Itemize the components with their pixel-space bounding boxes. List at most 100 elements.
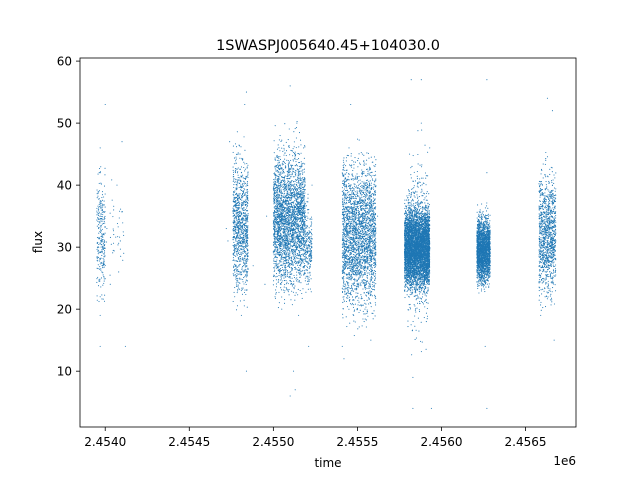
data-point [283, 208, 285, 210]
data-point [244, 258, 246, 260]
data-point [297, 279, 299, 281]
data-point [100, 166, 102, 168]
data-point [292, 224, 294, 226]
data-point [348, 266, 350, 268]
data-point [99, 207, 102, 209]
data-point [242, 281, 244, 283]
data-point [303, 212, 305, 215]
data-point [278, 214, 280, 216]
data-point [299, 290, 301, 292]
data-point [346, 213, 348, 215]
data-point [289, 240, 291, 242]
data-point [288, 166, 290, 168]
data-point [290, 193, 292, 195]
data-point [237, 273, 239, 275]
data-point [246, 195, 248, 197]
data-point [300, 282, 302, 284]
data-point [283, 260, 285, 262]
data-point [349, 322, 351, 324]
data-point [276, 175, 278, 177]
data-point [280, 140, 282, 143]
data-point [303, 168, 306, 170]
data-point [118, 242, 120, 244]
data-point [279, 223, 281, 225]
data-point [246, 289, 248, 291]
data-point [240, 189, 242, 191]
data-point [301, 221, 303, 223]
data-point [302, 210, 304, 212]
data-point [292, 248, 294, 250]
data-point [245, 274, 247, 276]
data-point [300, 166, 302, 168]
data-point [277, 162, 279, 164]
data-point [239, 236, 241, 238]
data-point [304, 217, 306, 219]
data-point [285, 166, 287, 168]
data-point [277, 214, 279, 216]
data-point [278, 238, 280, 240]
data-point [304, 146, 306, 148]
data-point [277, 238, 279, 240]
data-point [278, 198, 280, 200]
data-point [308, 245, 310, 247]
data-point [288, 235, 290, 237]
data-point [278, 207, 280, 210]
data-point [302, 181, 304, 183]
data-point [291, 189, 293, 191]
data-point [280, 213, 282, 215]
data-point [101, 254, 103, 256]
data-point [240, 225, 242, 227]
data-point [278, 217, 281, 219]
data-point [308, 241, 311, 244]
data-point [304, 260, 306, 262]
data-point [311, 218, 313, 220]
data-point [305, 291, 307, 293]
data-point [293, 244, 295, 246]
data-point [279, 231, 281, 233]
data-point [309, 288, 311, 290]
data-point [301, 247, 303, 250]
data-point [297, 208, 299, 210]
data-point [281, 237, 283, 239]
data-point [300, 220, 302, 222]
data-point [346, 172, 348, 174]
data-point [286, 272, 288, 274]
data-point [355, 193, 357, 195]
data-point [242, 258, 244, 260]
data-point [245, 279, 247, 281]
data-point [277, 239, 279, 241]
data-point [243, 232, 245, 234]
data-point [246, 272, 248, 274]
data-point [238, 202, 240, 204]
data-point [304, 163, 306, 165]
data-point [290, 246, 292, 248]
data-point [232, 300, 234, 303]
data-point [119, 236, 121, 238]
data-point [112, 249, 114, 251]
data-point [298, 173, 300, 175]
data-point [310, 224, 312, 226]
data-point [98, 251, 100, 253]
data-point [275, 253, 277, 255]
data-point [300, 215, 302, 217]
data-point [291, 267, 294, 269]
data-point [302, 194, 304, 196]
data-point [277, 230, 279, 232]
data-point [301, 239, 303, 241]
data-point [244, 233, 246, 236]
data-point [276, 201, 278, 203]
data-point [104, 255, 106, 257]
data-point [281, 196, 283, 198]
data-point [283, 185, 285, 188]
data-point [278, 165, 280, 167]
data-point [112, 252, 114, 254]
data-point [290, 196, 292, 199]
data-point [289, 251, 291, 253]
data-point [363, 196, 365, 198]
data-point [103, 261, 105, 263]
data-point [284, 246, 286, 248]
data-point [284, 162, 286, 165]
data-point [366, 272, 368, 274]
data-point [233, 197, 235, 199]
data-point [244, 163, 246, 165]
